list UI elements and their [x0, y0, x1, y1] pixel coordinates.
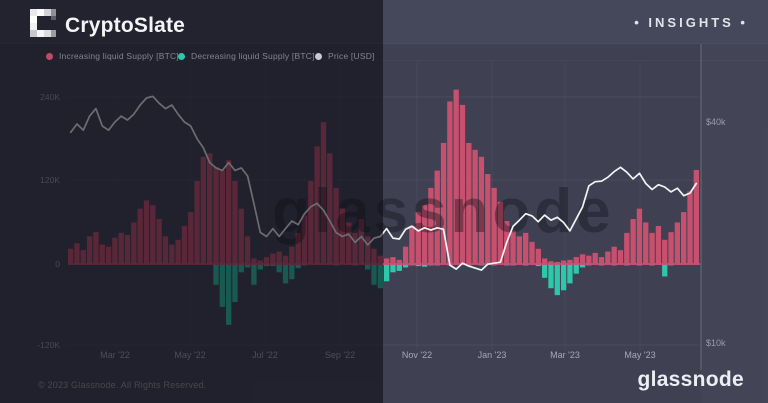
copyright-text: © 2023 Glassnode. All Rights Reserved.	[38, 380, 207, 390]
legend-dot-icon	[46, 52, 53, 60]
cryptoslate-logo-icon	[30, 9, 56, 42]
glassnode-wordmark: glassnode	[637, 368, 744, 391]
legend-item: Price [USD]	[315, 51, 375, 61]
x-axis-tick: May '22	[174, 350, 206, 360]
y-axis-tick: -120K	[37, 340, 60, 350]
legend-label: Increasing liquid Supply [BTC]	[59, 51, 179, 61]
y-axis-tick: 0	[55, 259, 60, 269]
x-axis-tick: Nov '22	[401, 350, 433, 360]
x-axis-tick: Mar '23	[550, 350, 580, 360]
legend-dot-icon	[315, 52, 322, 60]
price-axis-tick: $40k	[706, 117, 726, 127]
legend-item: Decreasing liquid Supply [BTC]	[178, 51, 315, 61]
y-axis-tick: 120K	[40, 175, 60, 185]
price-axis-tick: $10k	[706, 338, 726, 348]
x-axis-tick: Mar '22	[100, 350, 130, 360]
x-axis-tick: Jul '22	[252, 350, 278, 360]
legend-item: Increasing liquid Supply [BTC]	[46, 51, 179, 61]
x-axis-tick: Jan '23	[477, 350, 507, 360]
y-axis-tick: 240K	[40, 92, 60, 102]
x-axis-tick: May '23	[624, 350, 656, 360]
legend-label: Price [USD]	[328, 51, 375, 61]
x-axis-tick: Sep '22	[324, 350, 356, 360]
brand-name: CryptoSlate	[65, 13, 186, 37]
header-divider	[0, 43, 768, 44]
legend-dot-icon	[178, 52, 185, 60]
legend-label: Decreasing liquid Supply [BTC]	[191, 51, 315, 61]
insights-badge: • INSIGHTS •	[634, 15, 748, 30]
brand-block: CryptoSlate	[30, 9, 185, 42]
